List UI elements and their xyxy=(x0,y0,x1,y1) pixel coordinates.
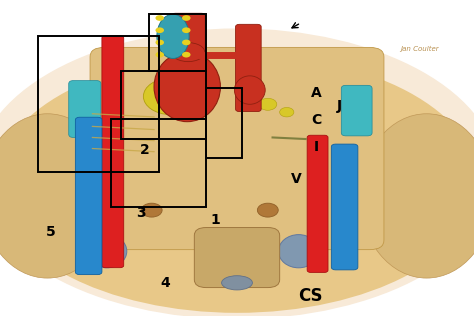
FancyBboxPatch shape xyxy=(341,85,372,136)
Text: J: J xyxy=(337,99,341,113)
Ellipse shape xyxy=(0,54,474,313)
Text: C: C xyxy=(311,113,322,127)
Text: I: I xyxy=(314,140,319,154)
Circle shape xyxy=(182,52,191,58)
Bar xyxy=(206,88,242,158)
Text: V: V xyxy=(291,172,301,185)
Ellipse shape xyxy=(0,114,114,278)
Circle shape xyxy=(155,52,164,58)
Text: 4: 4 xyxy=(160,276,170,290)
Ellipse shape xyxy=(221,276,252,290)
Bar xyxy=(149,14,206,71)
Text: 5: 5 xyxy=(46,225,56,239)
Circle shape xyxy=(182,27,191,33)
FancyBboxPatch shape xyxy=(331,144,358,270)
Circle shape xyxy=(182,40,191,45)
Circle shape xyxy=(155,15,164,21)
Circle shape xyxy=(141,203,162,217)
FancyBboxPatch shape xyxy=(69,81,101,137)
Text: CS: CS xyxy=(298,288,323,305)
Ellipse shape xyxy=(154,52,220,122)
Circle shape xyxy=(257,203,278,217)
Text: 2: 2 xyxy=(140,143,149,157)
Circle shape xyxy=(155,27,164,33)
FancyBboxPatch shape xyxy=(172,13,205,55)
Ellipse shape xyxy=(259,98,277,110)
Ellipse shape xyxy=(360,114,474,278)
Ellipse shape xyxy=(234,76,265,104)
FancyBboxPatch shape xyxy=(307,135,328,272)
Circle shape xyxy=(155,40,164,45)
Ellipse shape xyxy=(157,14,189,58)
Ellipse shape xyxy=(86,234,127,268)
FancyBboxPatch shape xyxy=(194,228,280,288)
Text: Jan Coulter: Jan Coulter xyxy=(400,46,439,52)
Bar xyxy=(38,36,159,172)
FancyBboxPatch shape xyxy=(102,36,124,268)
Text: 1: 1 xyxy=(211,213,220,227)
Ellipse shape xyxy=(143,78,198,115)
Text: A: A xyxy=(311,86,322,100)
Ellipse shape xyxy=(172,43,205,62)
Ellipse shape xyxy=(0,28,474,316)
Bar xyxy=(111,118,206,207)
Bar xyxy=(121,71,206,139)
Text: 3: 3 xyxy=(137,206,146,220)
Ellipse shape xyxy=(279,234,319,268)
FancyBboxPatch shape xyxy=(90,47,384,250)
Circle shape xyxy=(182,15,191,21)
Ellipse shape xyxy=(280,107,294,117)
FancyBboxPatch shape xyxy=(75,117,102,275)
FancyBboxPatch shape xyxy=(236,24,261,112)
